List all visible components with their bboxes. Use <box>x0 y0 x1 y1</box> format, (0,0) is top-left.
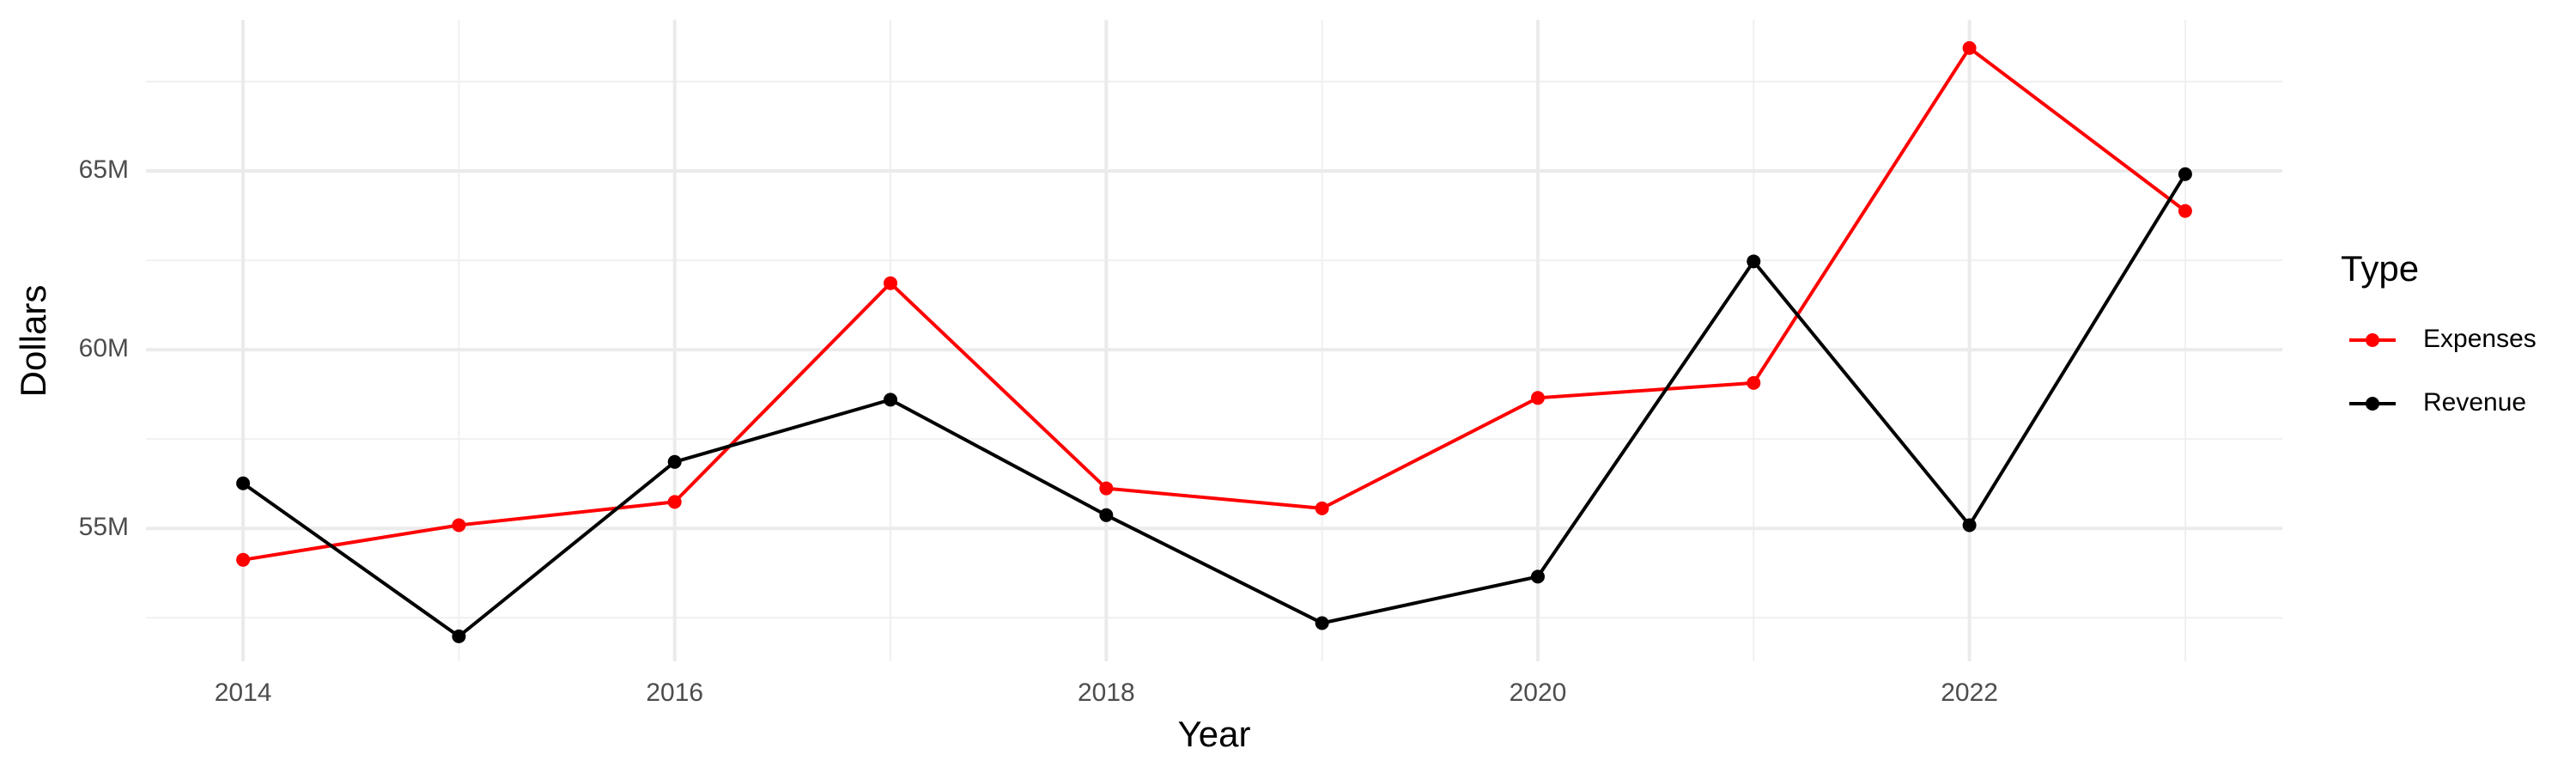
data-point <box>452 629 466 643</box>
data-point <box>1099 481 1114 496</box>
legend-label: Revenue <box>2423 388 2526 417</box>
legend-key-point <box>2366 333 2379 347</box>
data-point <box>1747 375 1761 390</box>
data-point <box>1747 254 1761 269</box>
x-tick-label: 2014 <box>215 679 272 707</box>
x-tick-label: 2016 <box>646 679 703 707</box>
data-point <box>236 552 251 567</box>
legend-label: Expenses <box>2423 325 2537 353</box>
x-axis-title: Year <box>1178 714 1251 754</box>
data-point <box>1530 391 1545 405</box>
y-axis-title: Dollars <box>13 285 53 398</box>
data-point <box>667 454 682 469</box>
data-point <box>1962 518 1977 533</box>
legend-title: Type <box>2341 248 2419 289</box>
data-point <box>1315 501 1329 515</box>
series-line <box>242 45 2187 562</box>
x-tick-label: 2018 <box>1078 679 1135 707</box>
data-point <box>884 393 898 407</box>
y-tick-label: 55M <box>79 513 129 541</box>
y-tick-label: 60M <box>79 334 129 362</box>
x-tick-label: 2022 <box>1941 679 1998 707</box>
x-tick-label: 2020 <box>1510 679 1567 707</box>
data-point <box>452 518 466 533</box>
y-tick-label: 65M <box>79 155 129 184</box>
legend-key-point <box>2366 397 2379 411</box>
data-point <box>1099 508 1114 522</box>
data-point <box>2178 204 2192 218</box>
data-point <box>1315 616 1329 630</box>
data-point <box>667 495 682 509</box>
series-line <box>241 173 2187 639</box>
data-point <box>236 476 251 490</box>
data-point <box>884 276 898 290</box>
data-point <box>1962 40 1977 55</box>
grid <box>146 20 2282 661</box>
data-point <box>1530 569 1545 584</box>
data-point <box>2178 167 2192 181</box>
